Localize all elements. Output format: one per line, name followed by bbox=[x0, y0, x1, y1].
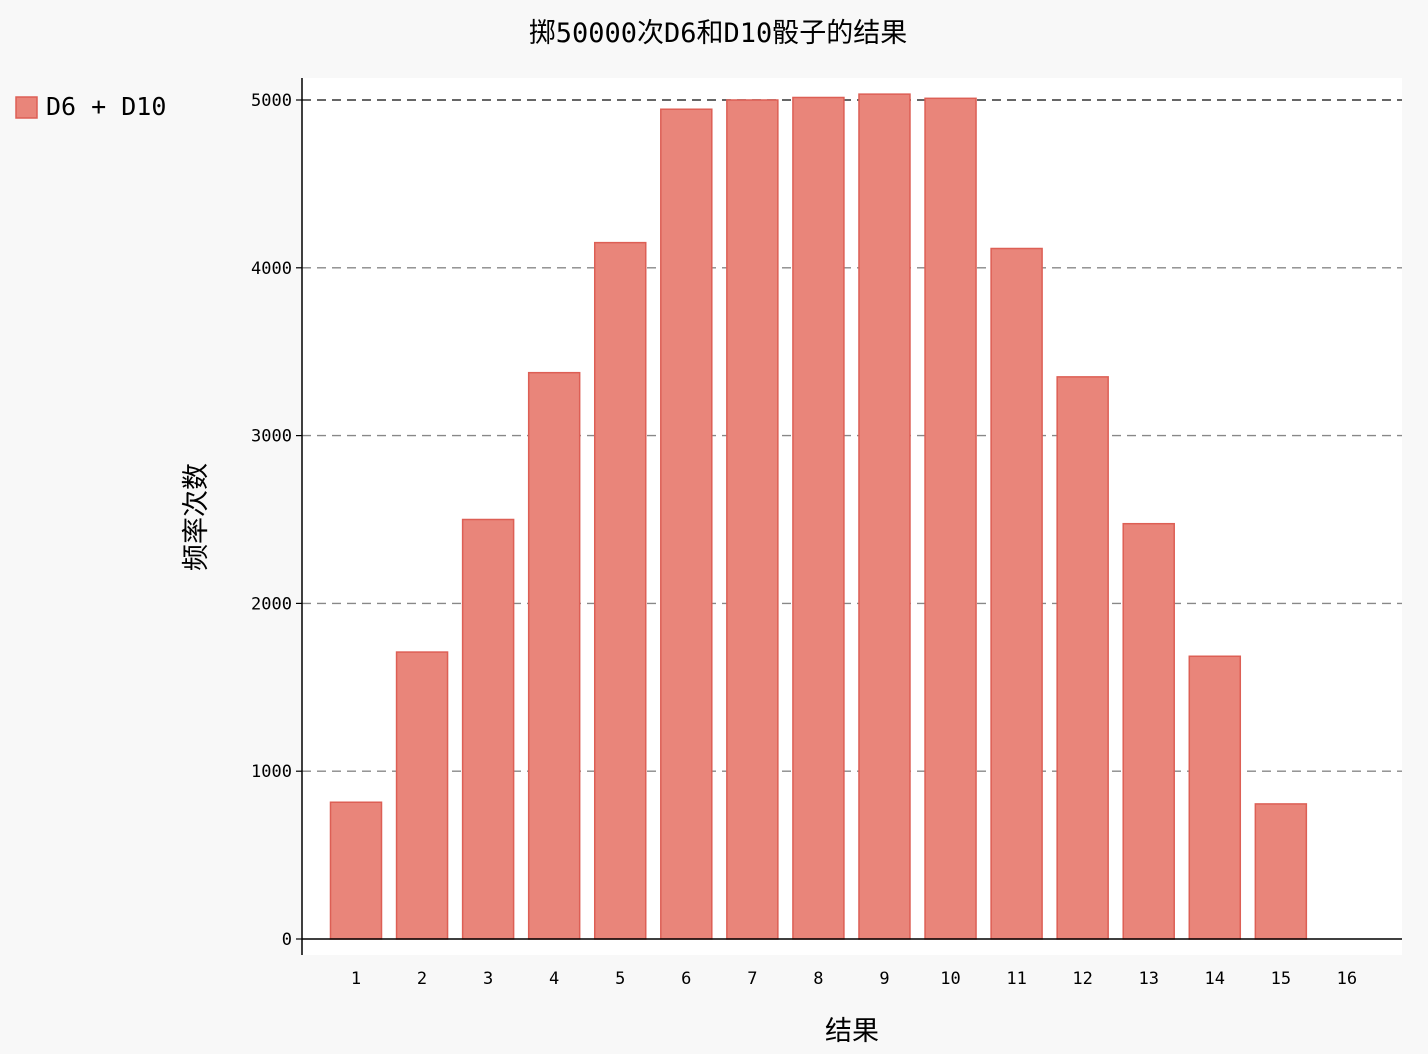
x-axis-title: 结果 bbox=[825, 1016, 879, 1047]
x-tick-label: 11 bbox=[1006, 969, 1026, 989]
x-tick-label: 4 bbox=[549, 969, 559, 989]
bar[interactable] bbox=[1056, 376, 1109, 940]
bar[interactable] bbox=[858, 93, 911, 940]
x-tick-label: 2 bbox=[417, 969, 427, 989]
x-axis-ticks: 1 2 3 4 5 6 7 8 9 10 11 12 13 14 15 16 bbox=[351, 969, 1357, 989]
bar[interactable] bbox=[461, 518, 515, 940]
x-tick-label: 12 bbox=[1072, 969, 1092, 989]
x-tick-label: 5 bbox=[615, 969, 625, 989]
bar[interactable] bbox=[527, 371, 581, 940]
legend-swatch bbox=[15, 96, 38, 119]
legend-label: D6 + D10 bbox=[46, 92, 166, 121]
bar[interactable] bbox=[990, 247, 1043, 940]
y-tick-label: 1000 bbox=[251, 762, 292, 782]
y-axis-ticks: 0 1000 2000 3000 4000 5000 bbox=[251, 91, 302, 950]
bar[interactable] bbox=[329, 801, 383, 940]
legend[interactable]: D6 + D10 bbox=[15, 92, 166, 121]
x-tick-label: 6 bbox=[681, 969, 691, 989]
x-tick-label: 16 bbox=[1337, 969, 1357, 989]
bar[interactable] bbox=[395, 651, 449, 940]
x-tick-label: 10 bbox=[940, 969, 960, 989]
x-tick-label: 15 bbox=[1271, 969, 1291, 989]
y-tick-label: 0 bbox=[282, 930, 292, 950]
bars bbox=[329, 93, 1308, 940]
x-tick-label: 9 bbox=[879, 969, 889, 989]
bar[interactable] bbox=[660, 108, 713, 940]
y-tick-label: 3000 bbox=[251, 427, 292, 447]
bar[interactable] bbox=[1188, 655, 1242, 940]
x-tick-label: 14 bbox=[1205, 969, 1225, 989]
bar[interactable] bbox=[1254, 803, 1308, 940]
x-tick-label: 1 bbox=[351, 969, 361, 989]
y-tick-label: 4000 bbox=[251, 259, 292, 279]
bar[interactable] bbox=[924, 97, 977, 940]
x-tick-label: 8 bbox=[813, 969, 823, 989]
x-tick-label: 3 bbox=[483, 969, 493, 989]
y-tick-label: 2000 bbox=[251, 594, 292, 614]
bar[interactable] bbox=[726, 99, 779, 940]
bar[interactable] bbox=[1122, 522, 1175, 940]
bar[interactable] bbox=[593, 241, 647, 940]
bar[interactable] bbox=[792, 96, 845, 940]
y-axis-title: 频率次数 bbox=[181, 463, 212, 571]
y-tick-label: 5000 bbox=[251, 91, 292, 111]
x-tick-label: 13 bbox=[1138, 969, 1158, 989]
chart-title: 掷50000次D6和D10骰子的结果 bbox=[529, 18, 908, 49]
x-tick-label: 7 bbox=[747, 969, 757, 989]
